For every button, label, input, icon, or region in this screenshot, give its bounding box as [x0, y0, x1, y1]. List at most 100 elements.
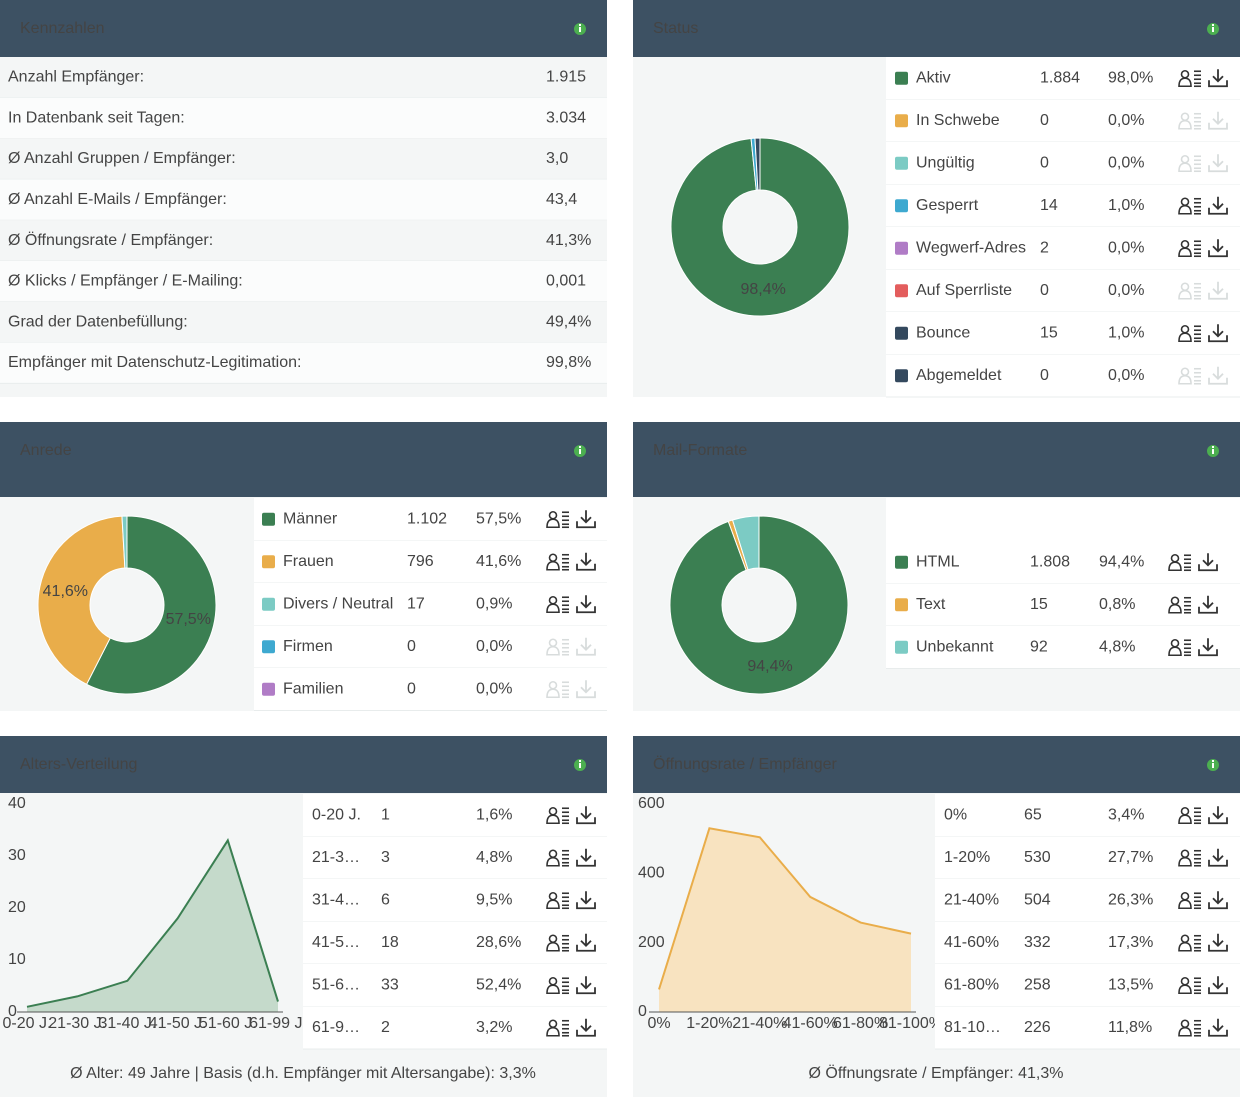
person-icon-body: [1178, 289, 1192, 300]
recipients-button[interactable]: [1178, 69, 1201, 88]
recipients-button[interactable]: [546, 806, 569, 825]
info-button[interactable]: [1207, 759, 1219, 771]
row-percent: 3,4%: [1108, 806, 1144, 823]
panel-title: Öffnungsrate / Empfänger: [653, 755, 837, 773]
recipients-button[interactable]: [1178, 891, 1201, 910]
info-button[interactable]: [1207, 445, 1219, 457]
person-icon-body: [546, 814, 560, 825]
download-icon-tray: [576, 606, 596, 614]
download-button[interactable]: [1208, 324, 1228, 343]
row-percent: 0,0%: [1108, 154, 1144, 171]
recipients-button[interactable]: [546, 934, 569, 952]
download-button[interactable]: [1208, 848, 1228, 867]
recipients-button[interactable]: [1178, 976, 1201, 995]
info-icon-stem: [579, 449, 581, 454]
download-button[interactable]: [1198, 638, 1218, 657]
info-button[interactable]: [574, 445, 586, 457]
info-icon-dot: [579, 446, 581, 448]
info-button[interactable]: [574, 23, 586, 35]
row-name: Text: [916, 596, 946, 613]
list-blank-row: [886, 498, 1240, 541]
recipients-button[interactable]: [1178, 197, 1201, 215]
download-icon-tray: [1208, 165, 1228, 173]
x-tick-label: 41-50 J.: [149, 1015, 207, 1032]
kpi-row: [0, 342, 607, 384]
recipients-button[interactable]: [1178, 806, 1201, 825]
download-icon-arrow: [580, 686, 592, 694]
donut-label: 94,4%: [747, 658, 792, 675]
legend-swatch: [895, 326, 908, 340]
recipients-button[interactable]: [546, 891, 569, 910]
download-button: [1208, 111, 1228, 130]
download-button[interactable]: [1198, 595, 1218, 614]
recipients-button[interactable]: [546, 849, 569, 867]
person-icon-body: [546, 899, 560, 910]
download-button[interactable]: [576, 891, 596, 910]
info-icon-dot: [579, 760, 581, 762]
download-button[interactable]: [576, 510, 596, 529]
download-button[interactable]: [1208, 239, 1228, 258]
recipients-button[interactable]: [1168, 596, 1191, 614]
recipients-button[interactable]: [546, 510, 569, 529]
download-button[interactable]: [1208, 933, 1228, 952]
row-percent: 11,8%: [1108, 1019, 1152, 1036]
download-button[interactable]: [576, 976, 596, 995]
x-tick-label: 21-30 J.: [48, 1015, 106, 1032]
download-icon-tray: [1208, 944, 1228, 952]
download-button[interactable]: [576, 552, 596, 571]
panel-footer: Ø Öffnungsrate / Empfänger: 41,3%: [809, 1064, 1064, 1082]
download-icon-tray: [1208, 250, 1228, 258]
recipients-button[interactable]: [546, 553, 569, 571]
download-icon-tray: [1208, 122, 1228, 130]
download-icon-arrow: [1202, 602, 1214, 610]
download-button[interactable]: [1208, 1018, 1228, 1037]
download-button[interactable]: [576, 848, 596, 867]
row-name: 41-5…: [312, 934, 360, 951]
row-count: 2: [1040, 239, 1049, 256]
download-button[interactable]: [1208, 69, 1228, 88]
recipients-button: [546, 680, 569, 699]
info-icon-dot: [1212, 446, 1214, 448]
row-name: 21-40%: [944, 891, 999, 908]
person-icon-body: [1178, 984, 1192, 995]
info-button[interactable]: [1207, 23, 1219, 35]
download-button[interactable]: [1208, 891, 1228, 910]
person-icon-body: [1178, 247, 1192, 258]
download-icon-arrow: [1212, 288, 1224, 296]
download-button[interactable]: [1198, 553, 1218, 572]
recipients-button[interactable]: [1168, 553, 1191, 572]
download-icon-arrow: [1212, 812, 1224, 820]
recipients-button[interactable]: [1178, 324, 1201, 343]
recipients-button[interactable]: [1178, 1019, 1201, 1037]
area-line: [26, 838, 279, 1008]
download-button[interactable]: [576, 595, 596, 614]
row-name: Auf Sperrliste: [916, 282, 1012, 299]
info-button[interactable]: [574, 759, 586, 771]
recipients-button[interactable]: [1178, 239, 1201, 258]
legend-swatch: [895, 640, 908, 654]
row-count: 15: [1030, 596, 1048, 613]
row-name: Divers / Neutral: [283, 595, 393, 612]
row-percent: 0,0%: [476, 638, 512, 655]
donut-label: 98,4%: [740, 281, 785, 298]
row-count: 1: [381, 806, 390, 823]
recipients-button[interactable]: [546, 595, 569, 614]
person-icon-body: [1178, 1026, 1192, 1037]
recipients-button[interactable]: [1178, 849, 1201, 867]
download-button[interactable]: [576, 933, 596, 952]
download-icon-tray: [576, 691, 596, 699]
download-button[interactable]: [1208, 806, 1228, 825]
person-icon-body: [1168, 603, 1182, 614]
recipients-button[interactable]: [546, 1019, 569, 1037]
row-percent: 0,0%: [1108, 239, 1144, 256]
download-button[interactable]: [576, 1018, 596, 1037]
recipients-button[interactable]: [546, 976, 569, 995]
recipients-button[interactable]: [1178, 934, 1201, 952]
row-count: 0: [1040, 154, 1049, 171]
download-button[interactable]: [1208, 976, 1228, 995]
row-name: 81-10…: [944, 1019, 1001, 1036]
download-button[interactable]: [1208, 196, 1228, 215]
recipients-button[interactable]: [1168, 638, 1191, 657]
row-name: Gesperrt: [916, 197, 979, 214]
download-button[interactable]: [576, 806, 596, 825]
